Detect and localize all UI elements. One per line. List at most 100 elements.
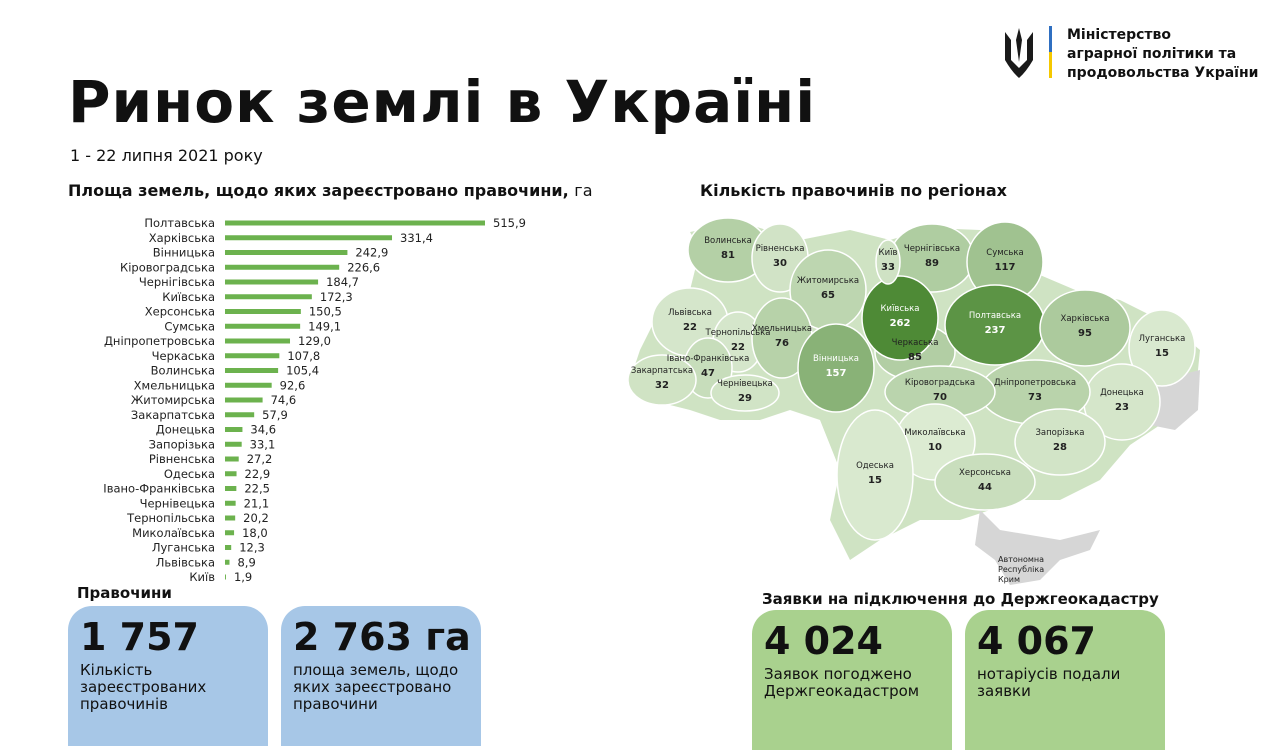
bar [225,441,242,447]
bar-value-label: 515,9 [493,216,526,230]
title: Ринок землі в Україні [68,68,817,136]
bar-value-label: 8,9 [237,555,255,569]
deal-card: 1 757 Кількість зареєстрованих правочині… [68,606,268,746]
bar [225,250,348,255]
region-name: Рівненська [756,244,805,254]
bar [225,397,263,403]
trident-center [1016,28,1022,62]
bar-category: Черкаська [152,349,215,363]
bar [225,486,237,491]
bar-value-label: 226,6 [347,260,380,274]
region-value: 89 [925,258,939,269]
region-value: 76 [775,338,789,349]
region [836,409,914,541]
card-value: 1 757 [80,615,199,659]
region-name: Закарпатська [631,366,693,376]
crimea-label: Крим [998,575,1020,584]
region-value: 95 [1078,328,1092,339]
deals-title: Правочини [77,584,172,602]
region-name: Кіровоградська [905,378,975,388]
bar-category: Херсонська [145,305,215,319]
region-value: 23 [1115,402,1129,413]
bar-value-label: 21,1 [244,496,270,510]
bar-value-label: 22,5 [244,482,270,496]
region-value: 22 [731,342,745,353]
card-text: Заявок погоджено Держгеокадастром [764,665,920,700]
bar [225,515,236,521]
region [861,275,939,361]
chart-title: Площа земель, щодо яких зареєстровано пр… [68,181,593,200]
bar-value-label: 74,6 [271,393,297,407]
region-value: 47 [701,368,715,379]
card-text: Кількість зареєстрованих правочинів [80,661,207,713]
crimea [975,510,1100,585]
region-value: 30 [773,258,787,269]
bar [225,500,236,506]
bar-value-label: 22,9 [245,467,271,481]
region-name: Дніпропетровська [994,378,1076,388]
region-value: 22 [683,322,697,333]
chart-title-text: Площа земель, щодо яких зареєстровано пр… [68,181,569,200]
bar [225,456,239,462]
region-value: 70 [933,392,947,403]
region-value: 15 [868,475,882,486]
bar-category: Львівська [156,555,215,569]
bar-value-label: 12,3 [239,541,265,555]
bar-category: Київ [189,570,215,584]
region-value: 237 [985,325,1006,336]
trident [1005,32,1033,78]
region-name: Луганська [1139,334,1186,344]
bar-category: Тернопільська [126,511,215,525]
bar [225,559,230,565]
card-value: 2 763 га [293,615,471,659]
bar-category: Одеська [164,467,215,481]
crimea-label: Республіка [998,565,1044,574]
bar-category: Харківська [149,231,215,245]
ministry: Міністерство аграрної політики та продов… [1067,26,1258,83]
bar-category: Рівненська [149,452,215,466]
region [934,453,1036,511]
bar-category: Волинська [151,364,215,378]
region-name: Житомирська [797,276,859,286]
bar [225,471,237,477]
region [1014,408,1106,476]
bar-category: Київська [162,290,215,304]
bar-category: Миколаївська [132,526,215,540]
crimea-label: Автономна [998,555,1044,564]
bar-value-label: 27,2 [247,452,273,466]
bar-value-label: 149,1 [308,319,341,333]
bar [225,412,255,418]
region-value: 28 [1053,442,1067,453]
bar-value-label: 107,8 [287,349,320,363]
region [1039,289,1131,367]
bar-category: Чернігівська [139,275,215,289]
bar-value-label: 20,2 [243,511,269,525]
bar-category: Кіровоградська [120,260,215,274]
region-value: 15 [1155,348,1169,359]
region-name: Сумська [986,248,1023,258]
bar-category: Луганська [152,541,215,555]
bar-value-label: 33,1 [250,437,276,451]
bar-category: Закарпатська [131,408,215,422]
region-name: Херсонська [959,468,1011,478]
bar [225,309,301,314]
request-card: 4 067 нотаріусів подали заявки [965,610,1165,750]
region-name: Харківська [1061,314,1110,324]
flag-blue [1049,26,1052,52]
bar-value-label: 1,9 [234,570,252,584]
bar-category: Полтавська [144,216,215,230]
card-value: 4 024 [764,619,883,663]
region-name: Івано-Франківська [667,354,750,364]
page: Полтавська 515,9 Харківська 331,4 Вінницька 2… [68,26,1259,750]
bar-value-label: 331,4 [400,231,433,245]
region-name: Київська [881,304,920,314]
card-text: площа земель, щодо яких зареєстровано пр… [293,661,459,713]
region-name: Волинська [704,236,752,246]
bar-value-label: 105,4 [286,364,319,378]
bar-value-label: 150,5 [309,305,342,319]
region-value: 73 [1028,392,1042,403]
bar-category: Вінницька [153,246,215,260]
map-title: Кількість правочинів по регіонах [700,181,1007,200]
region-value: 44 [978,482,992,493]
deal-card: 2 763 га площа земель, щодо яких зареєст… [281,606,481,746]
